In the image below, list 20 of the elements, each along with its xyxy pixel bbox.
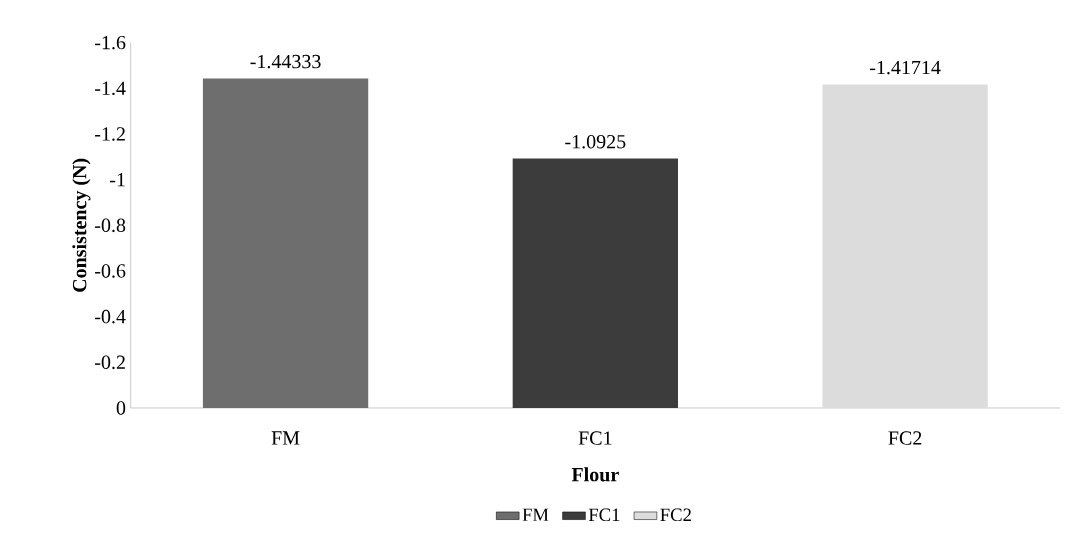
y-tick-label: -1.2: [95, 127, 125, 141]
x-tick-label: FC1: [578, 431, 612, 445]
legend-label: FM: [522, 508, 549, 521]
x-tick-label: FC2: [888, 431, 922, 445]
legend-label: FC1: [588, 508, 620, 522]
y-tick-label: -0.4: [95, 309, 126, 324]
x-tick-label: FM: [271, 431, 300, 445]
data-label: -1.0925: [565, 134, 626, 149]
data-label: -1.41714: [870, 60, 941, 75]
x-axis-title: Flour: [571, 467, 619, 482]
legend-label: FC2: [660, 508, 691, 522]
y-tick-label: 0: [116, 401, 126, 415]
y-tick-label: -0.6: [95, 264, 126, 278]
y-tick-label: -1: [110, 173, 125, 187]
data-label: -1.44333: [250, 54, 321, 69]
y-axis-title: Consistency (N): [72, 158, 91, 292]
y-tick-label: -1.6: [95, 35, 126, 50]
y-tick-label: -0.8: [95, 218, 126, 233]
y-tick-label: -0.2: [95, 355, 125, 370]
y-tick-label: -1.4: [95, 81, 126, 96]
